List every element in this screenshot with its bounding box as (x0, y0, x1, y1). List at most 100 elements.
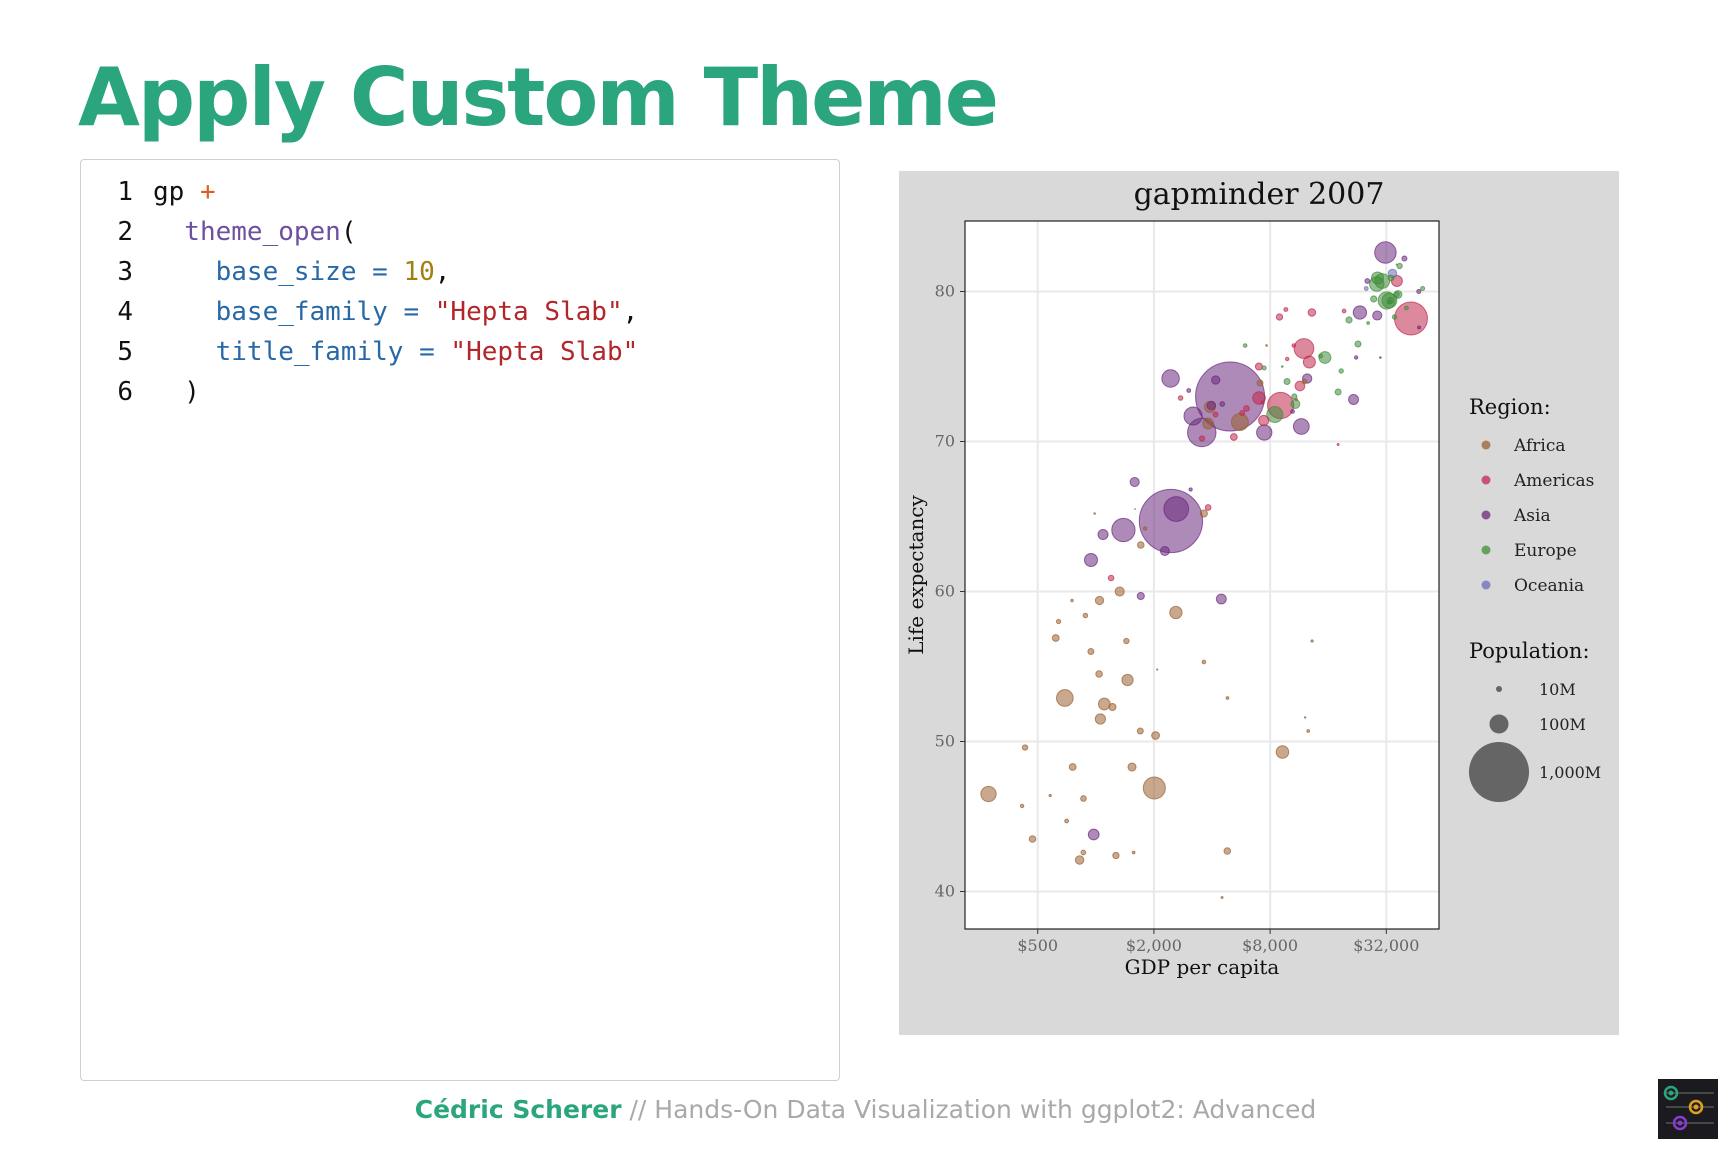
data-point (1352, 305, 1368, 320)
data-point (1093, 512, 1096, 515)
data-point (1212, 411, 1219, 418)
data-point (1293, 338, 1315, 359)
legend-label: Americas (1513, 471, 1594, 491)
code-text: theme_open( (133, 217, 357, 247)
x-tick-label: $8,000 (1242, 936, 1298, 955)
data-point (1242, 343, 1248, 348)
code-token: theme_open (153, 217, 341, 247)
code-text: ) (133, 377, 200, 407)
code-text: gp + (133, 177, 216, 207)
line-number: 3 (117, 257, 133, 287)
legend-key (1481, 510, 1491, 520)
data-point (1301, 378, 1308, 385)
data-point (980, 785, 997, 803)
plot-area (965, 221, 1439, 929)
data-point (1074, 855, 1085, 865)
line-number: 5 (117, 337, 133, 367)
data-point (1275, 745, 1290, 759)
data-point (1256, 379, 1264, 387)
data-point (1292, 418, 1310, 435)
data-point (1302, 355, 1316, 369)
data-point (1345, 316, 1353, 324)
data-point (1080, 849, 1087, 856)
legend-size-title: Population: (1469, 639, 1590, 663)
data-point (1336, 443, 1340, 446)
data-point (1387, 274, 1395, 282)
y-tick-label: 50 (935, 732, 955, 751)
data-point (1082, 612, 1089, 619)
data-point (1064, 818, 1070, 824)
data-point (1028, 835, 1037, 843)
y-tick-label: 70 (935, 432, 955, 451)
code-line: 1 gp + (81, 172, 216, 212)
data-point (1211, 375, 1221, 385)
data-point (1136, 727, 1144, 735)
data-point (1285, 356, 1290, 362)
data-point (1370, 295, 1378, 303)
data-point (1112, 851, 1120, 860)
data-point (1136, 591, 1145, 601)
data-point (1225, 696, 1230, 700)
data-point (1393, 291, 1400, 298)
slide-title: Apply Custom Theme (78, 51, 999, 144)
code-text: title_family = "Hepta Slab" (133, 337, 639, 367)
code-token: 10 (403, 257, 435, 287)
legend-key (1481, 475, 1491, 485)
data-point (1199, 509, 1208, 518)
data-point (1254, 362, 1263, 371)
data-point (1310, 639, 1314, 643)
data-point (1290, 399, 1301, 409)
data-point (1290, 409, 1295, 414)
legend-label: Africa (1513, 436, 1566, 456)
data-point (1341, 308, 1347, 314)
data-point (1230, 413, 1249, 431)
data-point (1223, 847, 1232, 855)
data-point (1108, 702, 1117, 712)
code-token: + (199, 177, 216, 207)
data-point (1068, 763, 1077, 771)
data-point (1256, 424, 1273, 441)
data-point (1258, 414, 1270, 427)
x-tick-label: $2,000 (1126, 936, 1182, 955)
code-token: ( (340, 217, 357, 247)
data-point (1353, 355, 1359, 360)
chart-title: gapminder 2007 (1134, 177, 1385, 212)
y-tick-label: 40 (935, 882, 955, 901)
data-point (1114, 586, 1125, 597)
data-point (1123, 637, 1130, 645)
data-point (1393, 301, 1428, 336)
data-point (1291, 393, 1298, 400)
legend-label: Europe (1514, 541, 1577, 561)
data-point (1055, 618, 1062, 625)
data-point (1095, 670, 1103, 678)
data-point (1111, 517, 1136, 543)
data-point (1243, 405, 1250, 412)
data-point (1097, 528, 1109, 541)
code-token: base_family = (153, 297, 435, 327)
data-point (1206, 400, 1217, 411)
legend-color-title: Region: (1469, 395, 1551, 419)
data-point (1370, 271, 1385, 285)
data-point (1318, 353, 1324, 359)
footer: Cédric Scherer // Hands-On Data Visualiz… (0, 1095, 1731, 1124)
data-point (1265, 344, 1268, 347)
code-token: "Hepta Slab" (450, 337, 639, 367)
data-point (1183, 406, 1203, 426)
data-point (1048, 793, 1052, 798)
data-point (1019, 803, 1025, 809)
code-text: base_family = "Hepta Slab", (133, 297, 639, 327)
data-point (1283, 377, 1291, 386)
data-point (1416, 288, 1422, 295)
data-point (1087, 648, 1095, 655)
data-point (1338, 368, 1344, 374)
footer-separator: // (621, 1095, 655, 1124)
footer-course: Hands-On Data Visualization with ggplot2… (654, 1095, 1317, 1124)
data-point (1087, 828, 1100, 841)
x-tick-label: $32,000 (1353, 936, 1419, 955)
data-point (1220, 896, 1224, 899)
data-point (1396, 262, 1403, 270)
data-point (1186, 388, 1192, 393)
data-point (1363, 286, 1369, 291)
data-point (1275, 313, 1284, 321)
data-point (1129, 476, 1140, 488)
